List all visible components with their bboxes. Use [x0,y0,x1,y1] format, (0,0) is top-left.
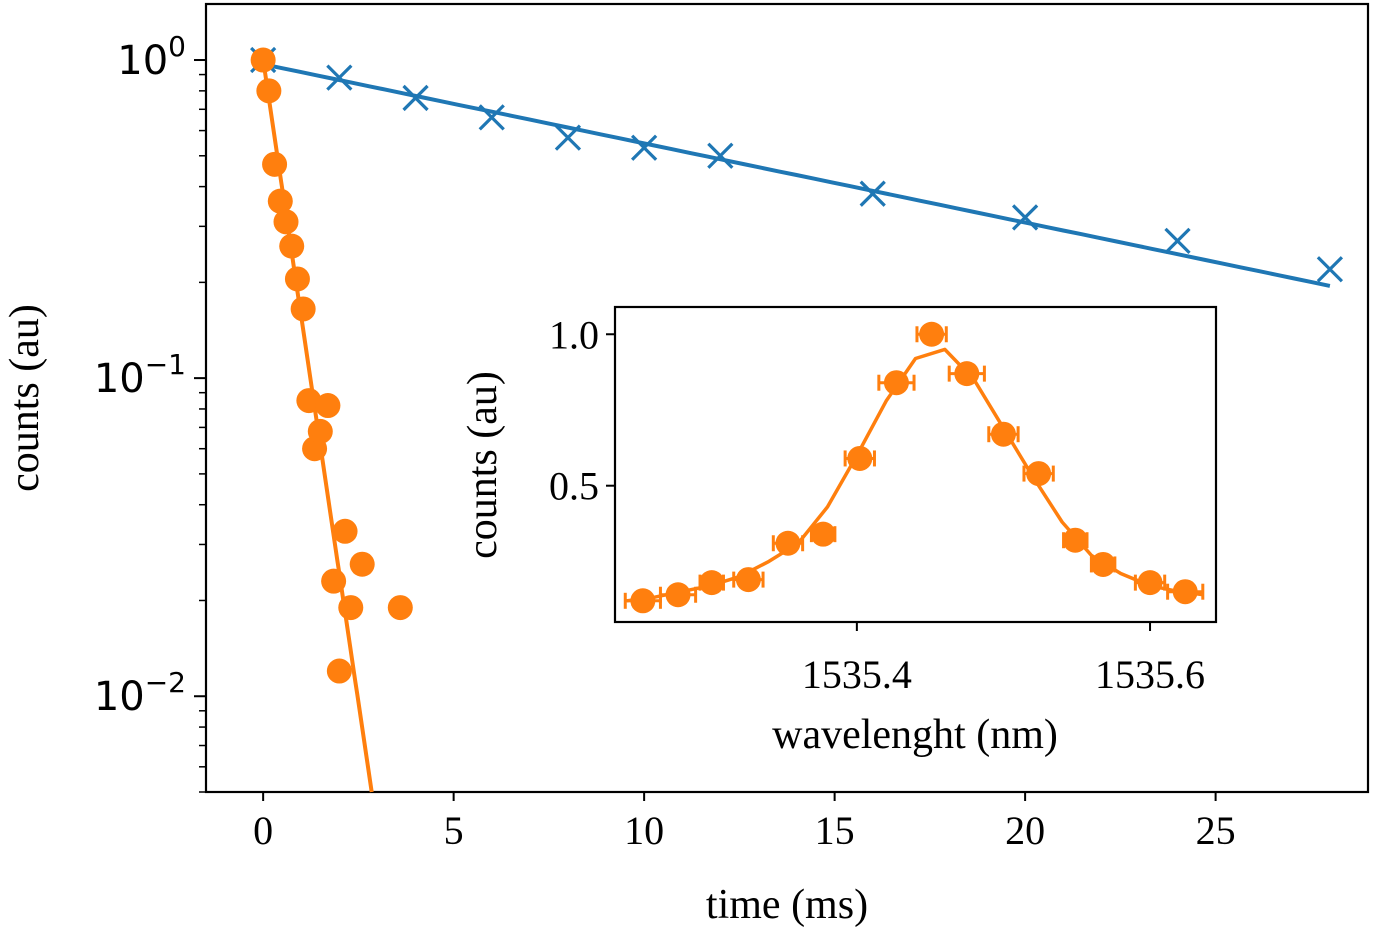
inset-x-axis-label: wavelenght (nm) [772,712,1058,758]
main-x-marker [402,84,429,112]
main-y-axis-label: counts (au) [2,304,48,492]
inset-y-tick-label: 1.0 [549,312,599,357]
main-circle-marker [290,296,316,322]
main-fit-line-series-1 [262,62,1331,288]
main-circle-marker [338,595,364,621]
main-circle-marker [256,78,282,104]
main-circle-marker [279,233,305,259]
main-circle-marker [273,209,299,235]
main-x-marker [1011,204,1039,231]
inset-circle-marker [1172,579,1198,605]
main-x-tick-label: 25 [1196,808,1236,853]
main-circle-marker [326,658,352,684]
inset-ticks: 1535.4 1535.6 0.5 1.0 [549,312,1205,697]
main-series [250,46,1344,793]
main-x-axis-label: time (ms) [706,882,868,928]
main-x-tick-label: 10 [624,808,664,853]
inset-circle-marker [665,582,691,608]
main-circle-marker [250,47,276,73]
inset-circle-marker [1090,551,1116,577]
main-circle-marker [284,266,310,292]
inset-circle-marker [735,567,761,593]
inset-plot-frame [613,305,1218,624]
inset-circle-marker [847,445,873,471]
inset-circle-marker [1062,527,1088,553]
main-circle-marker [321,568,347,594]
inset-circle-marker [775,530,801,556]
inset-circle-marker [1137,570,1163,596]
main-y-tick-label: 10−1 [94,348,186,402]
main-x-marker [326,64,353,91]
main-ticks: 0 5 10 15 20 25 100 10−1 10−2 [94,30,1236,853]
inset-circle-marker [630,588,656,614]
main-x-tick-label: 20 [1005,808,1045,853]
main-circle-marker [387,595,413,621]
inset-circle-marker [699,570,725,596]
main-x-tick-label: 15 [815,808,855,853]
main-circle-marker [307,418,333,444]
main-x-tick-label: 0 [253,808,273,853]
main-plot-frame [204,2,1370,794]
inset-series [623,321,1205,614]
main-x-tick-label: 5 [444,808,464,853]
inset-y-axis-label: counts (au) [460,371,506,559]
main-y-tick-label: 10−2 [94,666,186,720]
main-x-marker [554,124,582,151]
main-x-marker [1164,227,1191,255]
inset-x-tick-label: 1535.4 [802,652,912,697]
main-x-marker [859,180,886,207]
main-circle-marker [267,188,293,214]
inset-circle-marker [919,321,945,347]
inset-circle-marker [990,421,1016,447]
main-x-marker [478,104,505,131]
inset-circle-marker [883,370,909,396]
main-x-marker [1316,256,1344,283]
main-x-marker [707,142,734,169]
inset-plot: 1535.4 1535.6 0.5 1.0 wavelenght (nm) count… [460,305,1218,758]
main-circle-marker [315,393,341,419]
main-circle-marker [349,551,375,577]
inset-circle-marker [1026,461,1052,487]
inset-circle-marker [810,521,836,547]
main-circle-marker [262,151,288,177]
inset-y-tick-label: 0.5 [549,464,599,509]
inset-circle-marker [954,361,980,387]
inset-x-tick-label: 1535.6 [1095,652,1205,697]
main-x-marker [630,134,658,161]
main-circle-marker [296,388,322,414]
main-circle-marker [332,518,358,544]
main-y-tick-label: 100 [117,30,186,84]
